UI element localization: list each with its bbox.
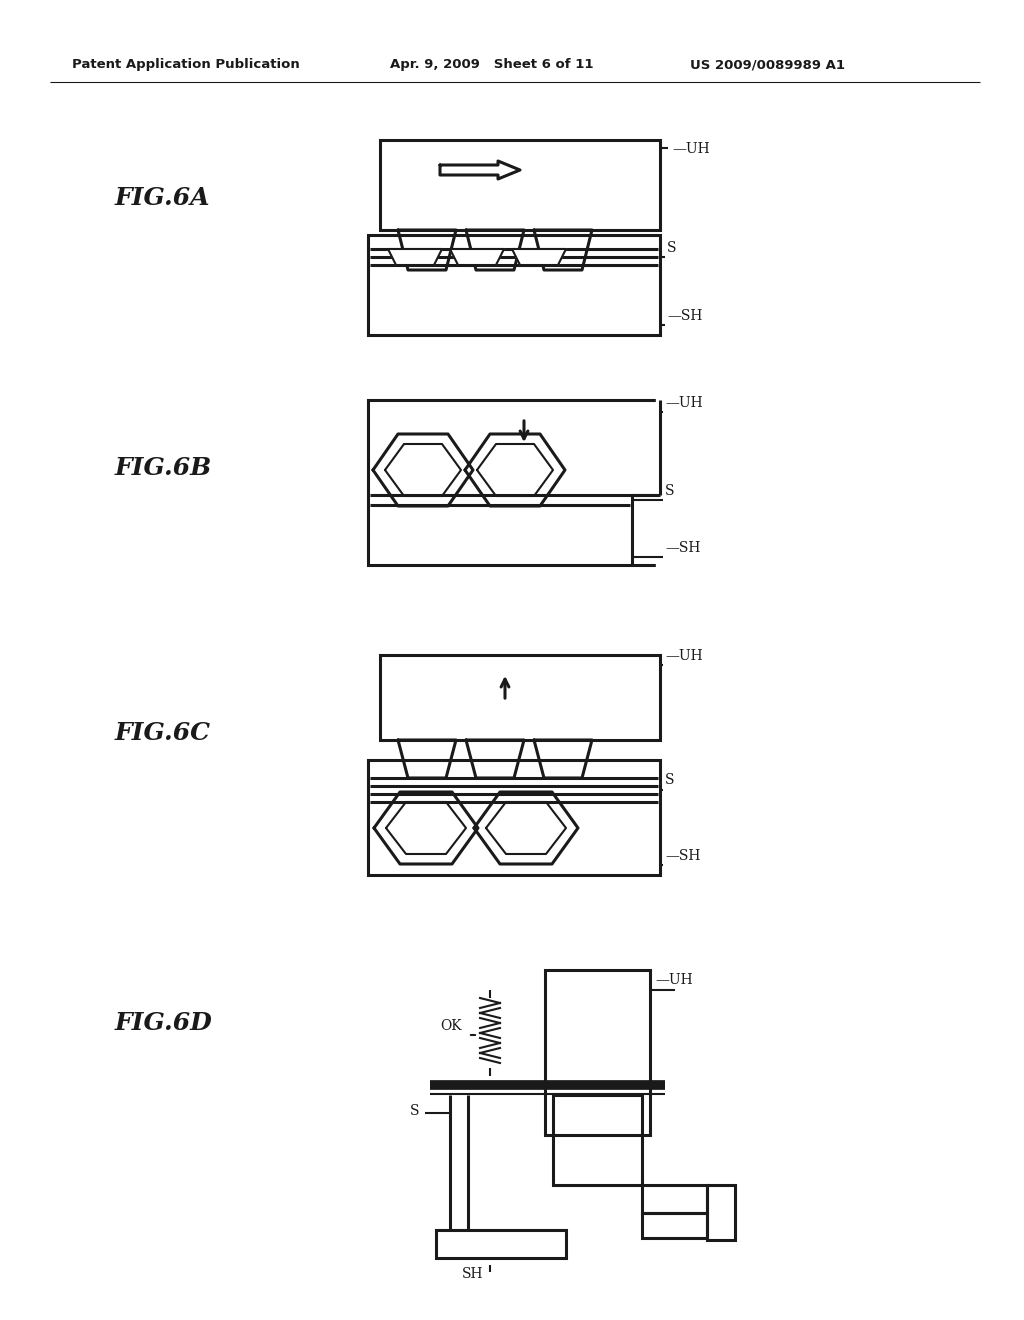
Text: OK: OK	[440, 1019, 462, 1034]
Text: —UH: —UH	[655, 973, 692, 987]
Text: —SH: —SH	[667, 309, 702, 323]
Bar	[368, 400, 660, 565]
Bar	[545, 970, 650, 1135]
Bar	[380, 655, 660, 741]
Text: —UH: —UH	[665, 649, 702, 663]
Text: FIG.6B: FIG.6B	[115, 455, 212, 480]
Polygon shape	[512, 249, 566, 265]
Bar	[553, 1096, 642, 1185]
Text: Apr. 9, 2009   Sheet 6 of 11: Apr. 9, 2009 Sheet 6 of 11	[390, 58, 594, 71]
Text: US 2009/0089989 A1: US 2009/0089989 A1	[690, 58, 845, 71]
Text: S: S	[410, 1104, 420, 1118]
Bar	[380, 140, 660, 230]
Text: —SH: —SH	[665, 541, 700, 554]
Text: —SH: —SH	[665, 849, 700, 863]
Polygon shape	[388, 249, 442, 265]
Bar	[368, 235, 660, 335]
Bar	[642, 1213, 707, 1238]
Polygon shape	[450, 249, 504, 265]
Text: —UH: —UH	[672, 143, 710, 156]
Text: FIG.6C: FIG.6C	[115, 721, 211, 744]
Text: —UH: —UH	[665, 396, 702, 411]
Text: S: S	[665, 774, 675, 787]
Text: FIG.6D: FIG.6D	[115, 1011, 213, 1035]
Bar	[368, 760, 660, 875]
Bar	[642, 1185, 707, 1213]
Text: FIG.6A: FIG.6A	[115, 186, 211, 210]
Text: S: S	[665, 484, 675, 498]
Bar	[707, 1185, 735, 1239]
Bar	[436, 1230, 566, 1258]
Text: Patent Application Publication: Patent Application Publication	[72, 58, 300, 71]
Polygon shape	[440, 161, 520, 180]
Text: S: S	[667, 242, 677, 255]
Text: SH: SH	[462, 1267, 483, 1280]
